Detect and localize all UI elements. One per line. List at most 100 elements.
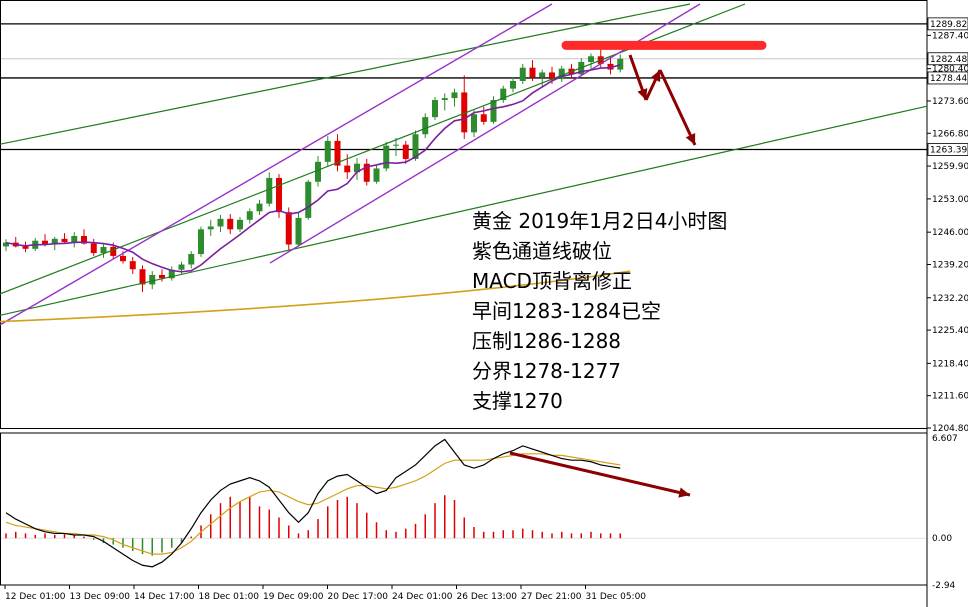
y-tick-label: 1218.40 [932, 359, 968, 369]
x-tick-label: 24 Dec 01:00 [392, 592, 453, 602]
candle-body [207, 226, 214, 230]
candle-body [451, 92, 458, 99]
candle-body [529, 67, 536, 78]
purple-channel-line [0, 3, 553, 326]
candle-body [373, 168, 380, 182]
candle-body [276, 177, 282, 213]
price-panel-frame [0, 0, 928, 429]
candle-body [558, 68, 565, 80]
candle-body [3, 242, 9, 247]
x-tick-label: 12 Dec 01:00 [5, 592, 66, 602]
overlays [0, 3, 928, 498]
candle-body [617, 58, 624, 70]
down-arrow-head [685, 133, 696, 145]
x-tick-label: 19 Dec 09:00 [263, 592, 324, 602]
candle-body [178, 264, 185, 270]
candle-body [22, 246, 29, 249]
macd-panel-frame [0, 432, 928, 586]
x-tick-label: 27 Dec 21:00 [521, 592, 582, 602]
candle-body [315, 161, 321, 182]
orange-moving-average [0, 270, 631, 323]
x-tick-label: 20 Dec 17:00 [328, 592, 389, 602]
candle-body [588, 56, 594, 62]
green-trend-line [0, 105, 928, 316]
macd-panel [0, 438, 927, 568]
candle-body [539, 72, 546, 78]
macd-y-tick-label: -2.94 [932, 581, 956, 591]
candle-body [100, 246, 107, 254]
candle-body [217, 218, 224, 227]
y-tick-label: 1211.60 [932, 392, 968, 402]
candle-body [393, 144, 399, 146]
x-tick-label: 14 Dec 17:00 [134, 592, 195, 602]
candle-body [324, 140, 331, 162]
candle-body [129, 261, 136, 270]
candle-body [168, 269, 175, 279]
candle-body [412, 134, 419, 159]
analysis-notes: 黄金 2019年1月2日4小时图 紫色通道线破位 MACD顶背离修正 早间128… [472, 206, 727, 416]
note-line: 支撑1270 [472, 389, 563, 413]
x-tick-label: 31 Dec 05:00 [586, 592, 647, 602]
y-tick-label: 1246.00 [932, 228, 968, 238]
candle-body [363, 163, 370, 182]
y-tick-label: 1280.40 [932, 65, 968, 75]
candle-body [188, 254, 195, 265]
note-line: 黄金 2019年1月2日4小时图 [472, 209, 728, 233]
macd-divergence-arrow-shaft [509, 451, 691, 497]
price-label-box [927, 17, 968, 31]
y-tick-label: 1253.00 [932, 195, 968, 205]
candle-body [61, 238, 68, 243]
x-tick-label: 26 Dec 13:00 [457, 592, 518, 602]
candle-body [461, 92, 468, 133]
y-tick-label: 1232.20 [932, 294, 968, 304]
candle-body [500, 88, 507, 101]
candle-body [51, 238, 58, 245]
candle-body [256, 203, 263, 212]
candle-body [607, 63, 614, 70]
candle-body [422, 117, 429, 135]
candle-body [120, 255, 126, 262]
note-line: 压制1286-1288 [472, 329, 622, 353]
price-panel [0, 23, 927, 293]
note-line: 紫色通道线破位 [472, 239, 612, 263]
candle-body [159, 274, 165, 279]
macd-y-tick-label: 0.00 [932, 534, 952, 544]
note-line: 分界1278-1277 [472, 359, 622, 383]
candle-body [480, 114, 487, 122]
price-label-box [927, 71, 968, 85]
candle-body [110, 246, 117, 256]
candle-body [227, 218, 234, 230]
y-tick-label: 1204.80 [932, 424, 968, 434]
y-tick-label: 1259.90 [932, 162, 968, 172]
price-label: 1263.39 [930, 146, 967, 156]
candle-body [519, 67, 526, 82]
candle-body [441, 98, 448, 101]
y-tick-label: 1266.80 [932, 129, 968, 139]
price-label-box [927, 52, 968, 66]
candle-body [402, 144, 409, 159]
candle-body [246, 211, 253, 220]
x-tick-label: 13 Dec 09:00 [70, 592, 131, 602]
note-line: 早间1283-1284已空 [472, 299, 662, 323]
candle-body [71, 235, 78, 243]
macd-line [5, 438, 621, 568]
purple-moving-average [5, 64, 621, 273]
candle-body [432, 100, 438, 118]
candle-body [266, 177, 273, 204]
candle-body [383, 145, 390, 169]
price-label: 1282.48 [930, 55, 967, 65]
candle-body [471, 114, 477, 133]
down-arrow-head [650, 70, 661, 82]
candle-body [510, 81, 516, 89]
candle-body [237, 219, 243, 230]
candle-body [42, 240, 48, 245]
y-tick-label: 1287.40 [932, 31, 968, 41]
macd-y-tick-label: 6.607 [932, 434, 958, 444]
candle-body [285, 212, 292, 245]
green-trend-line [0, 3, 691, 145]
y-tick-label: 1225.40 [932, 326, 968, 336]
candle-body [305, 181, 312, 218]
y-tick-label: 1273.60 [932, 97, 968, 107]
